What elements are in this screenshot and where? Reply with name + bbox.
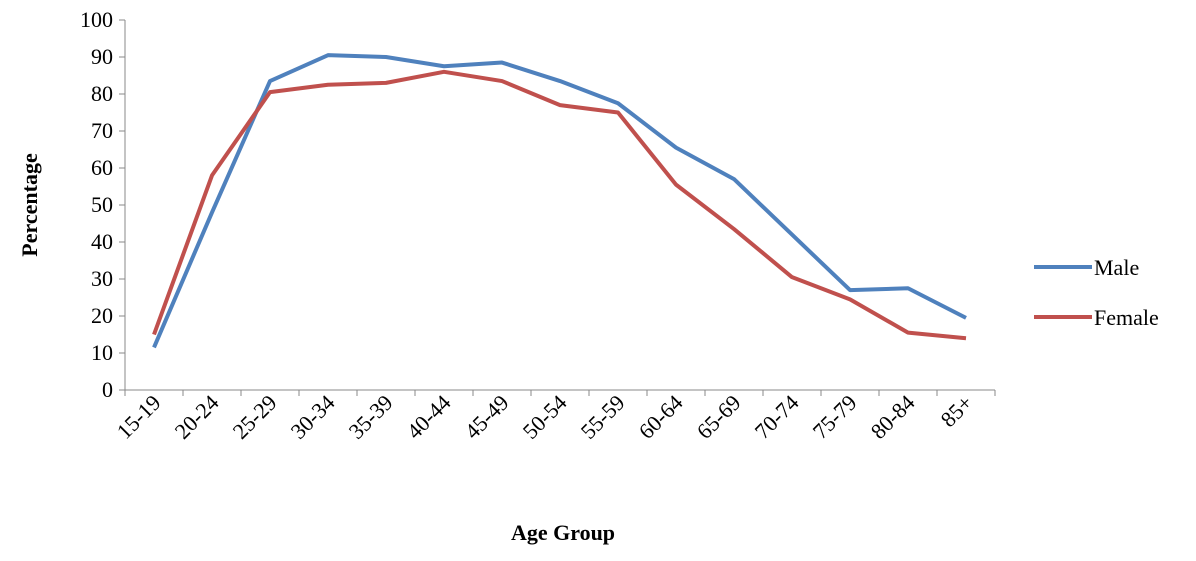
y-tick-label: 100 (80, 7, 113, 32)
series-line (152, 53, 967, 349)
y-tick-label: 90 (91, 44, 113, 69)
x-tick-label: 75-79 (808, 390, 862, 444)
x-tick-label: 25-29 (228, 390, 282, 444)
x-tick-label: 70-74 (750, 390, 804, 444)
y-tick-label: 10 (91, 340, 113, 365)
y-tick-label: 60 (91, 155, 113, 180)
x-tick-label: 55-59 (576, 390, 630, 444)
x-tick-label: 60-64 (634, 390, 688, 444)
x-tick-label: 40-44 (402, 390, 456, 444)
x-tick-label: 15-19 (112, 390, 166, 444)
x-tick-label: 20-24 (170, 390, 224, 444)
y-tick-label: 30 (91, 266, 113, 291)
legend-label: Male (1094, 255, 1139, 280)
y-axis-title: Percentage (17, 153, 42, 257)
y-tick-label: 40 (91, 229, 113, 254)
x-tick-label: 35-39 (344, 390, 398, 444)
x-tick-label: 65-69 (692, 390, 746, 444)
x-tick-label: 50-54 (518, 390, 572, 444)
legend-label: Female (1094, 305, 1159, 330)
x-tick-label: 80-84 (866, 390, 920, 444)
x-tick-label: 45-49 (460, 390, 514, 444)
x-axis-title: Age Group (511, 520, 615, 545)
x-tick-label: 85+ (936, 390, 978, 432)
y-tick-label: 20 (91, 303, 113, 328)
y-tick-label: 80 (91, 81, 113, 106)
y-tick-label: 50 (91, 192, 113, 217)
y-tick-label: 0 (102, 377, 113, 402)
y-tick-label: 70 (91, 118, 113, 143)
series-line (152, 69, 967, 341)
x-tick-label: 30-34 (286, 390, 340, 444)
